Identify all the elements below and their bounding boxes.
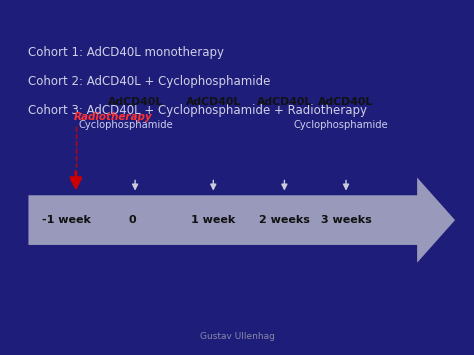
Text: 3 weeks: 3 weeks <box>320 215 372 225</box>
Text: AdCD40L: AdCD40L <box>186 97 241 106</box>
Text: 1 week: 1 week <box>191 215 236 225</box>
Text: Cohort 2: AdCD40L + Cyclophosphamide: Cohort 2: AdCD40L + Cyclophosphamide <box>28 75 271 88</box>
Text: Cyclophosphamide: Cyclophosphamide <box>294 120 389 130</box>
Text: AdCD40L: AdCD40L <box>257 97 312 106</box>
Text: AdCD40L: AdCD40L <box>108 97 163 106</box>
Text: Cohort 1: AdCD40L monotherapy: Cohort 1: AdCD40L monotherapy <box>28 46 225 59</box>
Text: AdCD40L: AdCD40L <box>319 97 374 106</box>
Text: Cyclophosphamide: Cyclophosphamide <box>78 120 173 130</box>
Text: 2 weeks: 2 weeks <box>259 215 310 225</box>
Polygon shape <box>28 178 455 263</box>
Text: -1 week: -1 week <box>42 215 91 225</box>
Text: 0: 0 <box>129 215 137 225</box>
Text: Gustav Ullenhag: Gustav Ullenhag <box>200 332 274 341</box>
Text: Radiotherapy: Radiotherapy <box>73 113 152 122</box>
Text: Cohort 3: AdCD40L + Cyclophosphamide + Radiotherapy: Cohort 3: AdCD40L + Cyclophosphamide + R… <box>28 104 367 118</box>
